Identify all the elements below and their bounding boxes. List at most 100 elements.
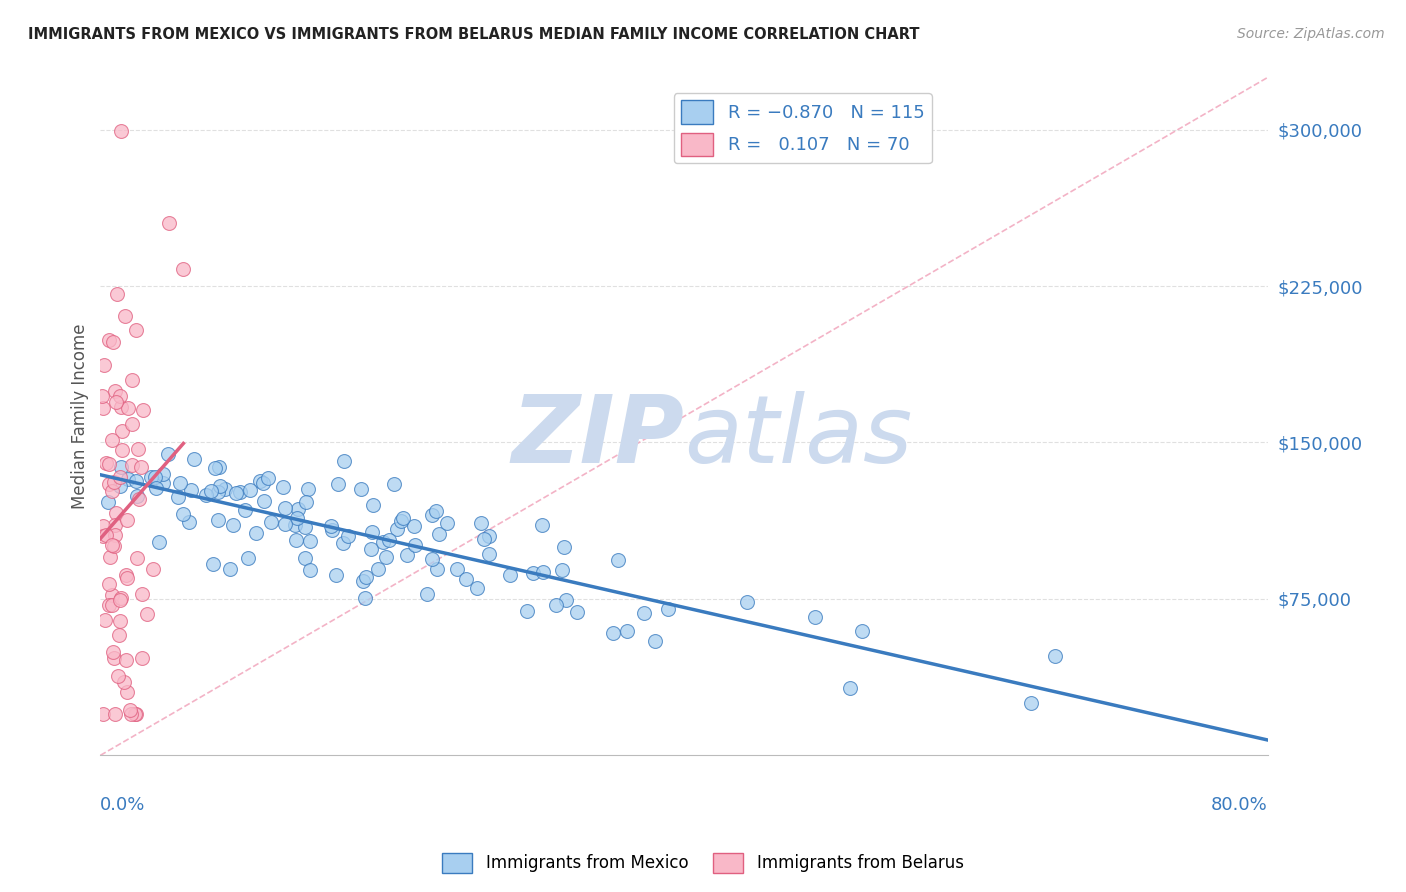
Point — [218, 562, 240, 576]
Point — [551, 564, 574, 578]
Point — [104, 706, 127, 721]
Point — [131, 587, 153, 601]
Point — [555, 593, 578, 607]
Text: 80.0%: 80.0% — [1211, 796, 1268, 814]
Point — [350, 482, 373, 496]
Point — [120, 706, 142, 721]
Point — [157, 216, 180, 230]
Point — [179, 516, 201, 530]
Point — [124, 706, 146, 721]
Point — [127, 551, 149, 566]
Point — [124, 323, 146, 337]
Point — [152, 467, 174, 481]
Point — [252, 475, 274, 490]
Point — [321, 523, 343, 537]
Point — [172, 507, 194, 521]
Point — [851, 624, 873, 639]
Point — [194, 488, 217, 502]
Point — [260, 515, 283, 529]
Point — [522, 566, 544, 581]
Point — [101, 538, 124, 552]
Point — [657, 602, 679, 616]
Point — [253, 494, 276, 508]
Point — [287, 501, 309, 516]
Point — [148, 534, 170, 549]
Point — [204, 461, 226, 475]
Point — [157, 447, 180, 461]
Point — [114, 309, 136, 323]
Point — [436, 516, 458, 530]
Point — [360, 542, 382, 557]
Point — [114, 568, 136, 582]
Point — [118, 703, 141, 717]
Text: atlas: atlas — [683, 392, 912, 483]
Y-axis label: Median Family Income: Median Family Income — [72, 324, 89, 509]
Point — [299, 563, 322, 577]
Point — [354, 591, 377, 605]
Point — [294, 551, 316, 566]
Point — [110, 460, 132, 475]
Point — [332, 454, 354, 468]
Point — [167, 490, 190, 504]
Point — [516, 604, 538, 618]
Legend: Immigrants from Mexico, Immigrants from Belarus: Immigrants from Mexico, Immigrants from … — [436, 847, 970, 880]
Point — [239, 483, 262, 497]
Point — [110, 425, 132, 439]
Point — [378, 533, 401, 547]
Point — [207, 484, 229, 499]
Point — [108, 389, 131, 403]
Point — [249, 474, 271, 488]
Point — [132, 402, 155, 417]
Point — [103, 651, 125, 665]
Point — [104, 518, 127, 533]
Point — [172, 262, 194, 277]
Point — [477, 547, 499, 561]
Text: IMMIGRANTS FROM MEXICO VS IMMIGRANTS FROM BELARUS MEDIAN FAMILY INCOME CORRELATI: IMMIGRANTS FROM MEXICO VS IMMIGRANTS FRO… — [28, 27, 920, 42]
Point — [420, 508, 443, 522]
Point — [565, 605, 588, 619]
Point — [245, 526, 267, 541]
Point — [553, 540, 575, 554]
Point — [117, 472, 139, 486]
Point — [98, 598, 121, 612]
Point — [110, 124, 132, 138]
Point — [136, 607, 159, 622]
Point — [207, 513, 229, 527]
Point — [183, 451, 205, 466]
Point — [427, 527, 450, 541]
Point — [633, 607, 655, 621]
Point — [96, 527, 118, 541]
Point — [804, 610, 827, 624]
Point — [499, 568, 522, 582]
Point — [121, 417, 143, 432]
Point — [222, 518, 245, 533]
Point — [91, 518, 114, 533]
Point — [129, 460, 152, 475]
Point — [426, 562, 449, 576]
Point — [108, 470, 131, 484]
Point — [385, 522, 408, 536]
Point — [325, 568, 347, 582]
Legend: R = −0.870   N = 115, R =   0.107   N = 70: R = −0.870 N = 115, R = 0.107 N = 70 — [673, 94, 932, 163]
Point — [97, 495, 120, 509]
Point — [142, 561, 165, 575]
Point — [103, 335, 125, 350]
Point — [105, 286, 128, 301]
Point — [100, 433, 122, 447]
Point — [100, 549, 122, 564]
Point — [110, 591, 132, 605]
Point — [470, 516, 492, 530]
Point — [233, 503, 256, 517]
Point — [353, 574, 375, 588]
Point — [225, 485, 247, 500]
Point — [139, 469, 162, 483]
Point — [108, 479, 131, 493]
Point — [131, 651, 153, 665]
Point — [91, 389, 114, 403]
Point — [295, 495, 318, 509]
Point — [169, 476, 191, 491]
Point — [472, 532, 495, 546]
Point — [389, 514, 412, 528]
Point — [91, 529, 114, 543]
Point — [143, 469, 166, 483]
